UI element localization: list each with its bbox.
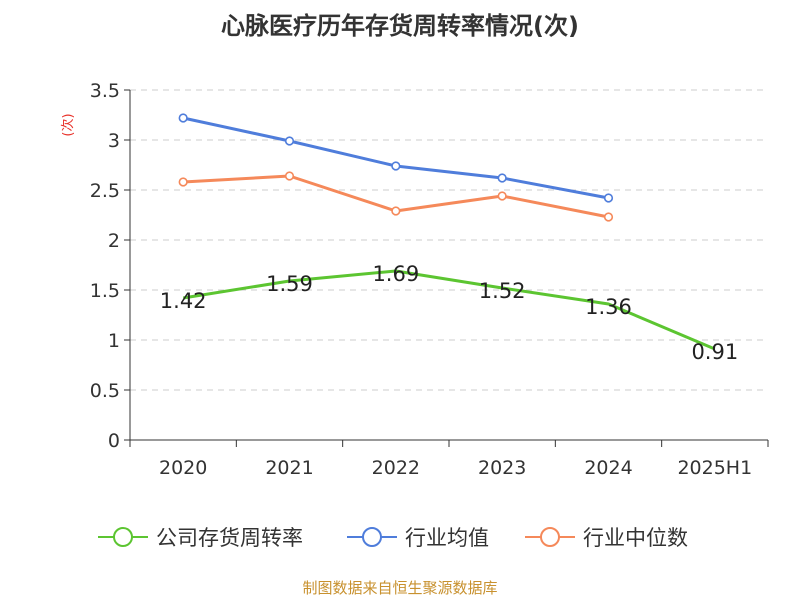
legend-label: 公司存货周转率 [156, 526, 303, 550]
series-1-point-4 [603, 193, 614, 203]
series-lines [178, 113, 716, 351]
y-tick-label: 3 [108, 130, 120, 152]
legend-label: 行业中位数 [583, 526, 688, 550]
y-tick-label: 1.5 [90, 280, 120, 302]
series-line-0 [182, 269, 716, 351]
legend[interactable]: 公司存货周转率 行业均值 行业中位数 [98, 526, 688, 550]
y-tick-label: 2.5 [90, 180, 120, 202]
series-2-point-1 [284, 171, 295, 181]
series-1-point-2 [391, 161, 401, 171]
x-tick-label: 2025H1 [677, 457, 752, 479]
data-label: 1.52 [479, 279, 526, 303]
chart-title: 心脉医疗历年存货周转率情况(次) [221, 12, 579, 40]
legend-item[interactable]: 行业中位数 [525, 526, 688, 550]
x-tick-label: 2023 [478, 457, 526, 479]
series-1-point-0 [178, 113, 188, 123]
series-1-point-1 [284, 136, 295, 146]
x-tick-label: 2020 [159, 457, 207, 479]
y-axis-label: (次) [60, 113, 76, 136]
data-label: 0.91 [691, 340, 738, 364]
data-label: 1.36 [585, 295, 632, 319]
x-tick-label: 2024 [584, 457, 632, 479]
series-1-point-3 [497, 173, 507, 183]
series-2-point-3 [497, 191, 507, 201]
legend-item[interactable]: 行业均值 [347, 526, 489, 550]
grid-lines [130, 89, 768, 391]
y-tick-label: 2 [108, 230, 120, 252]
y-tick-label: 0 [108, 430, 120, 452]
source-note: 制图数据来自恒生聚源数据库 [302, 579, 497, 597]
legend-swatch-marker [113, 527, 133, 547]
legend-item[interactable]: 公司存货周转率 [98, 526, 303, 550]
data-label: 1.42 [160, 289, 207, 313]
y-tick-label: 1 [108, 330, 120, 352]
legend-label: 行业均值 [405, 526, 489, 550]
y-tick-label: 3.5 [90, 80, 120, 102]
legend-swatch-marker [362, 527, 382, 547]
y-tick-label: 0.5 [90, 380, 120, 402]
x-tick-label: 2021 [265, 457, 313, 479]
data-labels: 1.42 1.59 1.69 1.52 1.36 0.91 [160, 262, 738, 364]
series-2-point-4 [603, 212, 614, 222]
data-label: 1.59 [266, 272, 313, 296]
data-label: 1.69 [372, 262, 419, 286]
series-2-point-2 [391, 206, 401, 216]
x-tick-label: 2022 [372, 457, 420, 479]
legend-swatch-marker [540, 527, 560, 547]
series-2-point-0 [178, 177, 188, 187]
series-line-1 [182, 116, 609, 200]
